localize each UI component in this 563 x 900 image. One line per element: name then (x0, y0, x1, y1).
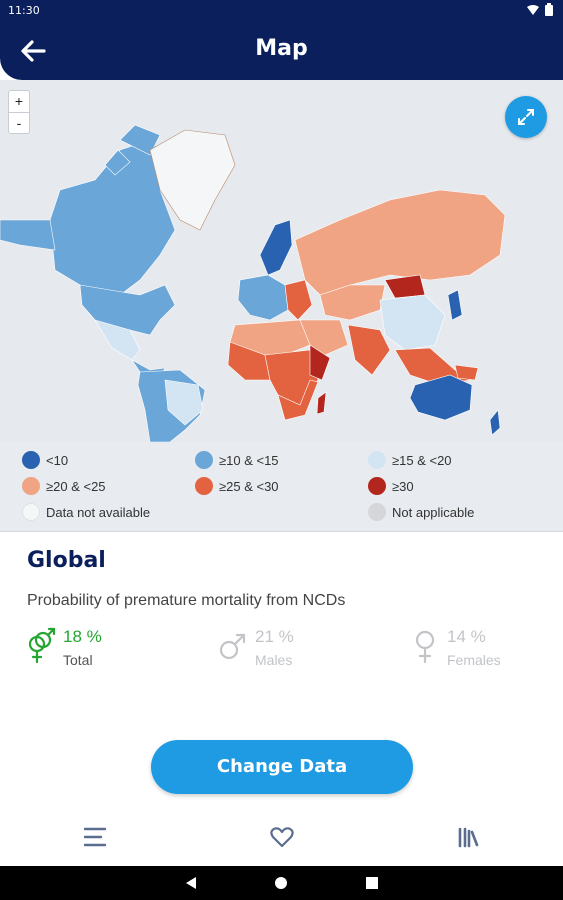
region-usa[interactable] (79, 284, 176, 336)
legend-swatch (368, 451, 386, 469)
legend-swatch (195, 451, 213, 469)
region-papua[interactable] (454, 364, 479, 381)
status-icons (527, 3, 553, 16)
stat-males-value: 21 % (255, 627, 294, 646)
map-legend: <10 ≥10 & <15 ≥15 & <20 ≥20 & <25 ≥25 & … (0, 442, 563, 532)
region-east-africa[interactable] (309, 344, 331, 381)
arrow-left-icon (21, 40, 46, 62)
legend-item: <10 (22, 451, 68, 469)
system-back-icon[interactable] (183, 875, 199, 891)
region-west-africa[interactable] (227, 341, 271, 381)
legend-item: Data not available (22, 503, 150, 521)
region-madagascar[interactable] (316, 391, 327, 415)
zoom-out-button[interactable]: - (9, 112, 29, 133)
region-alaska[interactable] (0, 219, 56, 251)
library-icon (458, 827, 479, 848)
world-choropleth[interactable] (0, 80, 563, 442)
region-title: Global (27, 548, 106, 573)
legend-label: ≥25 & <30 (219, 478, 279, 494)
status-bar: 11:30 (0, 0, 563, 20)
region-southern-africa[interactable] (277, 379, 319, 421)
stat-males[interactable]: 21 % Males (217, 626, 294, 669)
legend-swatch (368, 477, 386, 495)
expand-map-button[interactable] (505, 96, 547, 138)
region-south-asia[interactable] (347, 324, 391, 376)
nav-menu-button[interactable] (80, 822, 110, 852)
zoom-in-button[interactable]: + (14, 93, 24, 109)
world-map[interactable]: + - (0, 80, 563, 442)
stat-females-value: 14 % (447, 627, 486, 646)
legend-swatch (195, 477, 213, 495)
heart-icon (270, 827, 294, 848)
region-japan[interactable] (447, 289, 463, 321)
region-greenland[interactable] (149, 129, 236, 231)
system-recents-icon[interactable] (364, 875, 380, 891)
back-button[interactable] (18, 36, 48, 66)
system-nav-bar (0, 866, 563, 900)
legend-swatch (22, 477, 40, 495)
stat-females-label: Females (447, 652, 501, 668)
region-mexico[interactable] (94, 319, 141, 361)
legend-item: ≥20 & <25 (22, 477, 106, 495)
stat-males-label: Males (255, 652, 293, 668)
region-mongolia[interactable] (384, 274, 426, 299)
region-australia[interactable] (409, 374, 473, 421)
page-title: Map (255, 36, 308, 61)
legend-item: ≥15 & <20 (368, 451, 452, 469)
system-home-icon[interactable] (273, 875, 289, 891)
legend-label: ≥15 & <20 (392, 452, 452, 468)
legend-item: ≥10 & <15 (195, 451, 279, 469)
legend-item: ≥25 & <30 (195, 477, 279, 495)
nav-library-button[interactable] (454, 822, 484, 852)
legend-label: Data not available (46, 504, 151, 520)
female-icon (415, 630, 435, 664)
region-new-zealand[interactable] (489, 409, 501, 436)
region-scandinavia[interactable] (259, 219, 293, 276)
stat-total-label: Total (63, 652, 93, 668)
status-time: 11:30 (8, 4, 40, 17)
app-header: Map (0, 20, 563, 80)
zoom-controls: + - (8, 90, 30, 134)
region-brazil[interactable] (164, 379, 204, 426)
legend-label: ≥10 & <15 (219, 452, 279, 468)
legend-label: ≥30 (392, 478, 414, 494)
region-canada-islands[interactable] (104, 124, 161, 176)
region-central-asia[interactable] (319, 284, 386, 321)
region-china[interactable] (379, 294, 446, 351)
male-icon (219, 633, 246, 660)
indicator-name: Probability of premature mortality from … (27, 592, 346, 609)
region-western-europe[interactable] (237, 274, 289, 321)
wifi-icon (527, 4, 539, 15)
legend-swatch (368, 503, 386, 521)
nav-favorites-button[interactable] (267, 822, 297, 852)
legend-label: Not applicable (392, 504, 475, 520)
legend-item: ≥30 (368, 477, 414, 495)
expand-icon (518, 109, 534, 125)
legend-swatch (22, 503, 40, 521)
change-data-button[interactable]: Change Data (151, 740, 413, 794)
stat-females[interactable]: 14 % Females (409, 626, 501, 669)
bottom-nav (0, 810, 563, 866)
stat-total[interactable]: 18 % Total (25, 626, 102, 669)
legend-label: ≥20 & <25 (46, 478, 106, 494)
menu-icon (83, 827, 107, 847)
gender-both-icon (28, 627, 56, 664)
legend-item: Not applicable (368, 503, 474, 521)
legend-swatch (22, 451, 40, 469)
legend-label: <10 (46, 452, 69, 468)
region-eastern-europe[interactable] (284, 279, 313, 321)
stat-total-value: 18 % (63, 627, 102, 646)
battery-icon (545, 3, 553, 16)
